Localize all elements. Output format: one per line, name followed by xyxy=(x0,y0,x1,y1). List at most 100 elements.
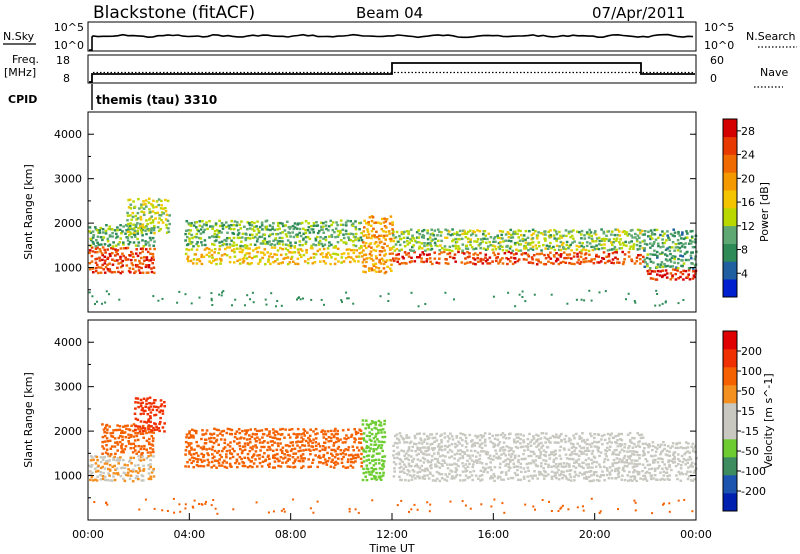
heatmap-cell-velocity xyxy=(580,465,584,468)
heatmap-cell-power xyxy=(417,236,421,239)
heatmap-cell-velocity xyxy=(126,474,130,477)
heatmap-cell-velocity xyxy=(458,457,462,460)
heatmap-cell-power xyxy=(133,233,137,236)
heatmap-cell-power xyxy=(257,246,261,249)
heatmap-cell-power xyxy=(634,236,637,239)
heatmap-cell-velocity xyxy=(202,453,206,457)
heatmap-cell-power xyxy=(106,267,110,271)
heatmap-cell-velocity xyxy=(598,454,601,458)
heatmap-cell-power xyxy=(504,239,507,242)
heatmap-cell-velocity xyxy=(680,464,683,467)
heatmap-cell-power xyxy=(121,252,124,255)
heatmap-cell-velocity xyxy=(544,471,547,474)
heatmap-cell-velocity xyxy=(94,455,97,458)
heatmap-cell-power xyxy=(578,245,581,248)
heatmap-cell-velocity xyxy=(264,458,268,461)
heatmap-cell-velocity xyxy=(615,476,618,480)
heatmap-cell-velocity xyxy=(544,441,547,444)
heatmap-cell-power xyxy=(392,257,395,260)
heatmap-cell-velocity xyxy=(294,458,297,461)
heatmap-cell-velocity xyxy=(464,474,468,477)
heatmap-cell-velocity xyxy=(498,449,502,452)
heatmap-cell-velocity xyxy=(490,475,493,478)
heatmap-cell-velocity xyxy=(215,438,219,442)
heatmap-cell-power xyxy=(114,236,118,240)
heatmap-cell-power xyxy=(426,253,429,257)
heatmap-cell-velocity xyxy=(416,446,419,449)
heatmap-cell-power xyxy=(537,231,540,234)
heatmap-cell-power xyxy=(152,258,155,261)
heatmap-cell-velocity xyxy=(381,449,384,453)
heatmap-cell-velocity xyxy=(106,428,109,431)
heatmap-cell-velocity xyxy=(218,453,222,457)
heatmap-cell-velocity xyxy=(516,473,519,477)
heatmap-cell-velocity xyxy=(691,510,694,513)
heatmap-cell-power xyxy=(403,230,406,234)
heatmap-cell-power xyxy=(189,229,193,232)
heatmap-cell-power xyxy=(531,241,535,244)
heatmap-cell-velocity xyxy=(488,432,491,435)
heatmap-cell-power xyxy=(94,247,98,250)
heatmap-cell-power xyxy=(522,258,526,261)
heatmap-cell-power xyxy=(630,240,633,243)
heatmap-cell-power xyxy=(585,244,589,248)
heatmap-cell-velocity xyxy=(186,461,189,464)
heatmap-cell-velocity xyxy=(293,447,297,450)
heatmap-cell-velocity xyxy=(672,453,675,456)
heatmap-cell-power xyxy=(381,259,385,262)
heatmap-cell-velocity xyxy=(362,448,365,452)
x-tick-label: 04:00 xyxy=(173,528,205,541)
heatmap-cell-power xyxy=(545,244,549,247)
heatmap-cell-power xyxy=(468,229,472,232)
heatmap-cell-power xyxy=(296,298,298,301)
heatmap-cell-power xyxy=(455,240,459,244)
heatmap-cell-power xyxy=(519,229,522,233)
heatmap-cell-velocity xyxy=(418,470,422,473)
heatmap-cell-velocity xyxy=(108,474,111,477)
heatmap-cell-power xyxy=(195,262,199,265)
heatmap-cell-velocity xyxy=(370,428,374,431)
heatmap-cell-velocity xyxy=(356,453,360,456)
heatmap-cell-velocity xyxy=(184,507,187,510)
heatmap-cell-velocity xyxy=(616,469,620,472)
heatmap-cell-power xyxy=(141,262,145,265)
heatmap-cell-power xyxy=(150,229,153,232)
heatmap-cell-velocity xyxy=(587,475,591,479)
heatmap-cell-power xyxy=(410,260,413,263)
heatmap-cell-velocity xyxy=(613,449,617,452)
heatmap-cell-power xyxy=(342,252,346,255)
heatmap-cell-power xyxy=(363,244,366,247)
heatmap-cell-velocity xyxy=(322,445,325,448)
heatmap-cell-velocity xyxy=(243,448,247,451)
heatmap-cell-power xyxy=(527,249,530,252)
heatmap-cell-power xyxy=(211,242,214,246)
heatmap-cell-velocity xyxy=(299,449,302,452)
heatmap-cell-power xyxy=(196,258,199,261)
colorbar-swatch xyxy=(723,493,737,512)
heatmap-cell-velocity xyxy=(108,468,112,471)
heatmap-cell-velocity xyxy=(513,471,517,475)
heatmap-cell-power xyxy=(286,249,290,252)
heatmap-cell-velocity xyxy=(316,465,319,469)
heatmap-cell-power xyxy=(676,249,680,252)
heatmap-cell-velocity xyxy=(628,440,632,443)
heatmap-cell-power xyxy=(138,262,142,265)
heatmap-cell-power xyxy=(584,248,588,252)
heatmap-cell-velocity xyxy=(461,455,464,458)
heatmap-cell-velocity xyxy=(225,461,228,464)
heatmap-cell-velocity xyxy=(513,456,517,460)
heatmap-cell-power xyxy=(683,246,687,249)
heatmap-cell-velocity xyxy=(178,503,181,506)
heatmap-cell-velocity xyxy=(603,438,607,442)
heatmap-cell-velocity xyxy=(458,442,462,445)
heatmap-cell-power xyxy=(365,260,368,264)
heatmap-cell-velocity xyxy=(408,510,410,513)
heatmap-cell-power xyxy=(484,234,487,237)
heatmap-cell-velocity xyxy=(333,448,336,452)
heatmap-cell-power xyxy=(403,240,406,244)
heatmap-cell-power xyxy=(210,299,213,302)
heatmap-cell-power xyxy=(527,261,531,264)
nave-tick-top: 60 xyxy=(710,54,724,67)
heatmap-cell-velocity xyxy=(575,459,578,462)
heatmap-cell-power xyxy=(207,247,211,251)
